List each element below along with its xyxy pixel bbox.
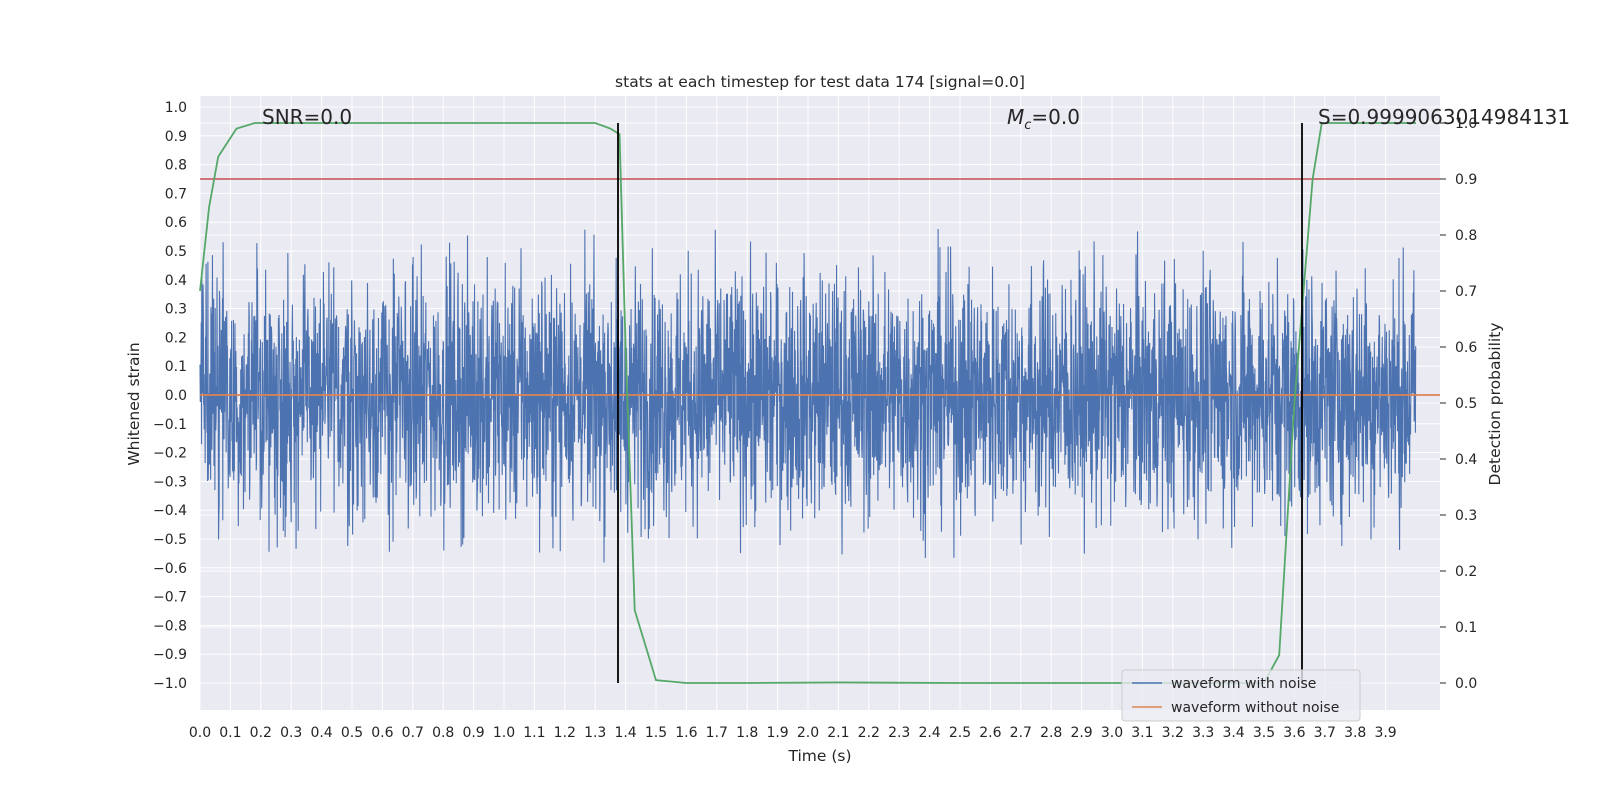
noise-line [199, 229, 1417, 563]
x-tick-label: 0.3 [280, 725, 302, 741]
x-tick-label: 2.8 [1040, 725, 1062, 741]
y2-tick-label: 0.6 [1455, 340, 1477, 356]
y-tick-label: −0.8 [153, 618, 187, 634]
x-tick-label: 1.6 [675, 725, 697, 741]
detection-probability-line [199, 122, 1416, 684]
y-tick-label: −0.5 [153, 532, 187, 548]
x-tick-label: 1.8 [736, 725, 758, 741]
y-tick-label: 1.0 [165, 100, 187, 116]
y-tick-label: 0.2 [165, 330, 187, 346]
y2-axis-label: Detection probability [1486, 323, 1504, 486]
x-tick-label: 0.9 [462, 725, 484, 741]
legend-label-noise: waveform with noise [1171, 676, 1316, 692]
y2-tick-label: 0.0 [1455, 676, 1477, 692]
x-tick-label: 1.2 [554, 725, 576, 741]
x-tick-label: 2.2 [858, 725, 880, 741]
x-tick-label: 2.1 [827, 725, 849, 741]
x-tick-label: 3.5 [1253, 725, 1275, 741]
x-tick-label: 2.7 [1010, 725, 1032, 741]
x-tick-label: 2.5 [949, 725, 971, 741]
x-tick-label: 1.1 [523, 725, 545, 741]
y2-tick-label: 0.5 [1455, 396, 1477, 412]
x-tick-label: 3.0 [1101, 725, 1123, 741]
annotation-snr: SNR=0.0 [262, 105, 352, 129]
y2-tick-label: 0.1 [1455, 620, 1477, 636]
y2-tick-label: 0.3 [1455, 508, 1477, 524]
annotation-mc-sub: c [1024, 118, 1031, 133]
x-tick-label: 2.3 [888, 725, 910, 741]
y-tick-label: −0.9 [153, 647, 187, 663]
x-tick-label: 2.0 [797, 725, 819, 741]
y-tick-label: 0.3 [165, 302, 187, 318]
x-tick-label: 0.0 [189, 725, 211, 741]
annotation-mc: Mc=0.0 [1007, 105, 1080, 133]
x-tick-label: 1.9 [766, 725, 788, 741]
lines [199, 122, 1440, 684]
y-tick-label: 0.0 [165, 388, 187, 404]
y2-tick-label: 0.4 [1455, 452, 1477, 468]
y-tick-label: 0.4 [165, 273, 187, 289]
y-tick-label: −0.3 [153, 474, 187, 490]
y-tick-label: −0.4 [153, 503, 187, 519]
y-tick-label: 0.7 [165, 186, 187, 202]
x-tick-label: 3.2 [1162, 725, 1184, 741]
x-tick-label: 3.8 [1344, 725, 1366, 741]
x-tick-label: 0.4 [310, 725, 332, 741]
x-tick-label: 1.3 [584, 725, 606, 741]
x-tick-label: 0.1 [219, 725, 241, 741]
y2-tick-label: 1.0 [1455, 116, 1477, 132]
x-tick-label: 2.9 [1070, 725, 1092, 741]
x-tick-label: 0.6 [371, 725, 393, 741]
series-waveform-with-noise [199, 229, 1417, 563]
x-tick-label: 1.7 [706, 725, 728, 741]
y-tick-label: 0.6 [165, 215, 187, 231]
x-tick-label: 0.8 [432, 725, 454, 741]
annotation-s: S=0.9999063014984131 [1318, 105, 1570, 129]
x-tick-label: 3.3 [1192, 725, 1214, 741]
y-tick-label: 0.8 [165, 158, 187, 174]
x-tick-label: 2.4 [918, 725, 940, 741]
x-tick-label: 3.7 [1314, 725, 1336, 741]
x-tick-label: 1.5 [645, 725, 667, 741]
x-tick-label: 3.6 [1283, 725, 1305, 741]
x-tick-label: 1.0 [493, 725, 515, 741]
annotation-mc-symbol: M [1007, 105, 1024, 129]
y-axis-label: Whitened strain [125, 342, 143, 465]
chart-title: stats at each timestep for test data 174… [615, 73, 1025, 91]
x-tick-label: 0.7 [402, 725, 424, 741]
y-tick-label: 0.5 [165, 244, 187, 260]
y2-tick-label: 0.8 [1455, 228, 1477, 244]
x-tick-label: 0.2 [250, 725, 272, 741]
y-tick-label: −0.2 [153, 446, 187, 462]
y-tick-label: −1.0 [153, 676, 187, 692]
legend-box [1121, 669, 1361, 722]
legend: waveform with noise waveform without noi… [1121, 669, 1361, 722]
x-tick-label: 3.1 [1131, 725, 1153, 741]
y-tick-label: 0.1 [165, 359, 187, 375]
y-tick-label: −0.1 [153, 417, 187, 433]
x-tick-label: 0.5 [341, 725, 363, 741]
x-tick-label: 2.6 [979, 725, 1001, 741]
y2-tick-label: 0.9 [1455, 172, 1477, 188]
y-tick-label: −0.6 [153, 561, 187, 577]
annotation-mc-value: =0.0 [1031, 105, 1080, 129]
x-tick-label: 3.4 [1222, 725, 1244, 741]
x-axis-label: Time (s) [787, 747, 851, 765]
y-tick-label: −0.7 [153, 590, 187, 606]
y-tick-label: 0.9 [165, 129, 187, 145]
legend-label-clean: waveform without noise [1171, 700, 1339, 716]
x-tick-label: 1.4 [614, 725, 636, 741]
y2-tick-label: 0.7 [1455, 284, 1477, 300]
y2-tick-label: 0.2 [1455, 564, 1477, 580]
x-tick-label: 3.9 [1374, 725, 1396, 741]
tick-labels: 0.0 0.1 0.2 0.3 0.4 0.5 0.6 0.7 0.8 0.9 1.0 1.1 1.2 1… [153, 100, 1477, 741]
